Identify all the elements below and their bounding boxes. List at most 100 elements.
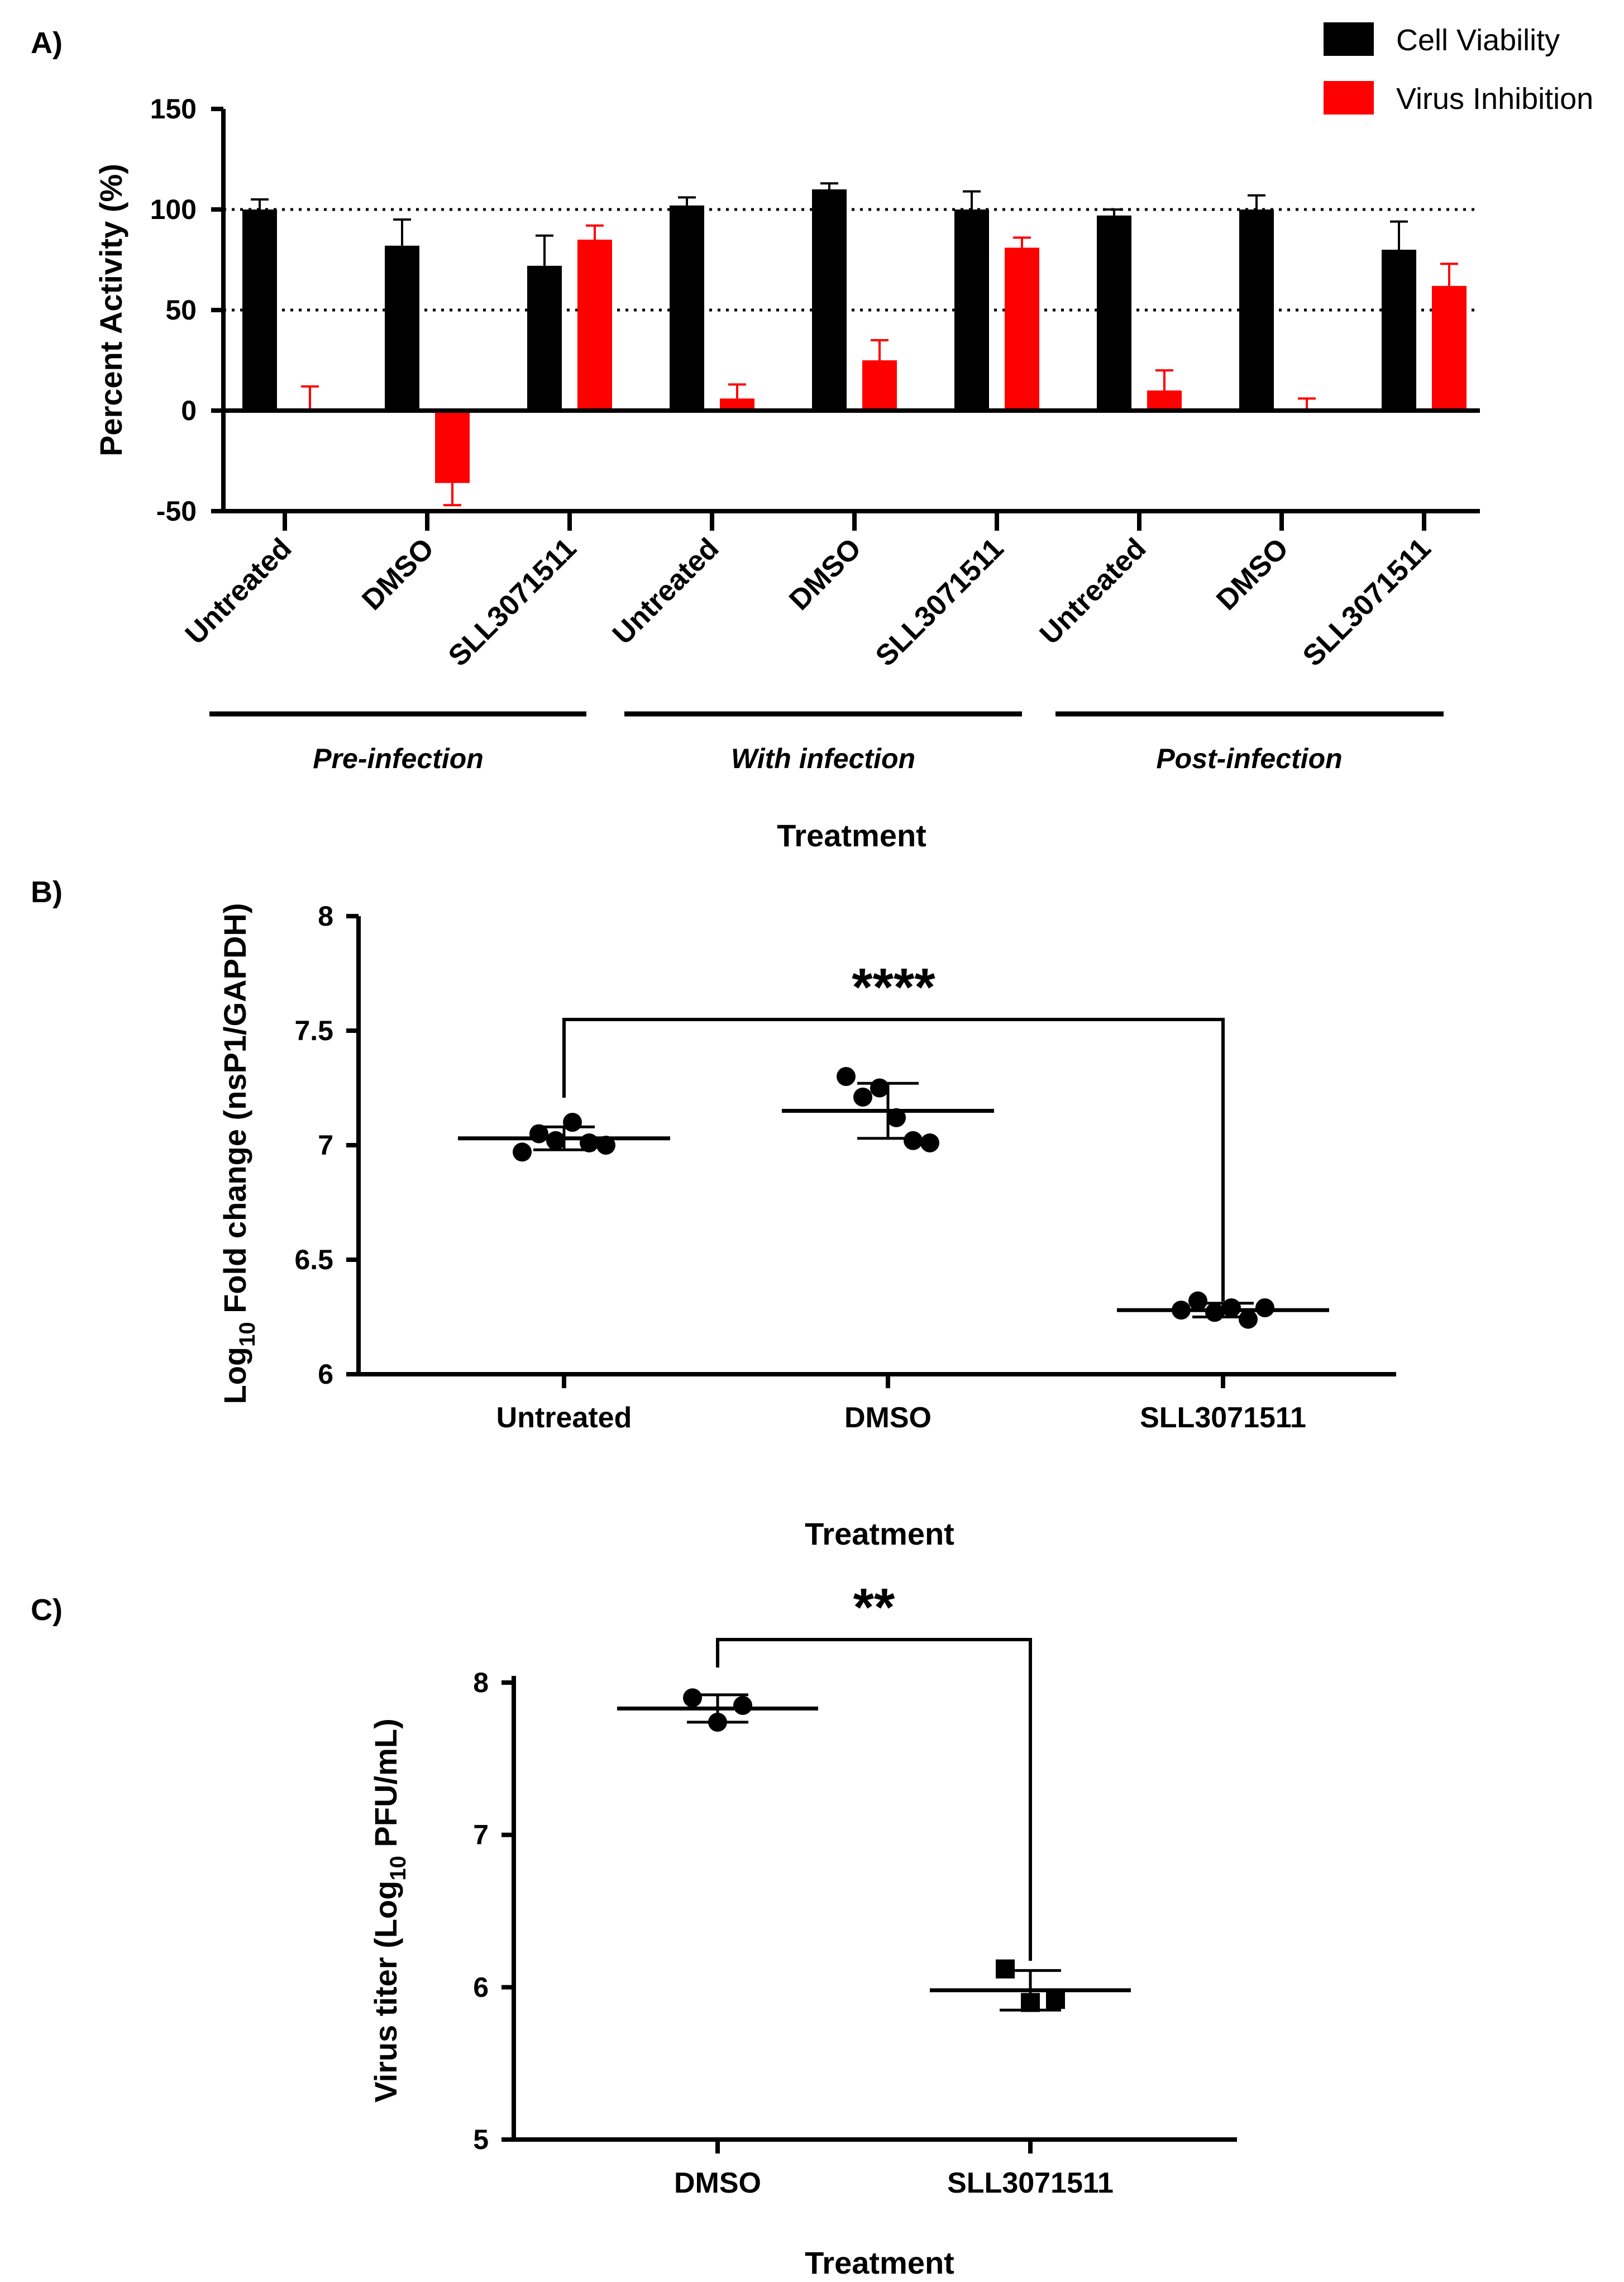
panel-c-label: C): [31, 1593, 63, 1627]
y-axis-title: Percent Activity (%): [93, 164, 128, 456]
y-tick-label: 0: [181, 395, 197, 426]
cell-viability-bar-6: [954, 209, 989, 411]
data-point-sll3071511: [1172, 1300, 1191, 1320]
x-ticks: Untreated DMSO SLL3071511 Untreated DMSO SLL3…: [179, 511, 1437, 673]
data-point-untreated: [580, 1133, 599, 1152]
significance-line: [562, 1018, 1225, 1302]
data-point-sll3071511: [996, 1959, 1015, 1979]
x-tick-label-untreated: Untreated: [496, 1402, 632, 1434]
group-label-with-infection: With infection: [731, 743, 915, 774]
y-tick-label: 6: [473, 1971, 489, 2003]
data-point-sll3071511: [1021, 1993, 1040, 2012]
data-point-sll3071511: [1188, 1291, 1207, 1311]
data-point-dmso: [853, 1087, 872, 1107]
data-point-dmso: [920, 1133, 939, 1152]
x-axis-title: Treatment: [805, 2245, 954, 2280]
data-point-untreated: [529, 1124, 548, 1144]
x-axis-title: Treatment: [805, 1516, 954, 1551]
y-tick-label: 7.5: [294, 1015, 333, 1046]
data-point-sll3071511: [1205, 1303, 1224, 1322]
legend-cell-viability: Cell Viability: [1396, 23, 1560, 57]
y-tick-label: 100: [150, 194, 197, 225]
y-tick-label: 6.5: [294, 1244, 333, 1275]
y-axis-title-prefix: Virus titer (Log: [368, 1881, 403, 2103]
cell-viability-bar-9: [1382, 250, 1416, 411]
y-axis-title-suffix: Fold change (nsP1/GAPDH): [217, 903, 252, 1322]
y-axis-title-subscript: 10: [386, 1856, 410, 1881]
y-axis-title-suffix: PFU/mL): [368, 1718, 403, 1856]
y-axis-title-prefix: Log: [217, 1347, 252, 1404]
data-point-untreated: [563, 1113, 582, 1132]
virus-inhibition-bar-5: [862, 360, 897, 411]
virus-inhibition-bar-9: [1432, 285, 1467, 411]
significance-stars: ****: [852, 957, 935, 1017]
x-ticks: DMSO SLL3071511: [674, 2140, 1114, 2199]
legend-virus-inhibition: Virus Inhibition: [1396, 82, 1593, 116]
significance-bracket: ****: [562, 957, 1225, 1302]
x-tick-label-sll3071511: SLL3071511: [870, 532, 1010, 673]
significance-bracket: **: [716, 1578, 1032, 1961]
cell-viability-bar-3: [527, 265, 562, 411]
virus-inhibition-bar-6: [1005, 247, 1039, 411]
legend-swatch-virus-inhibition: [1324, 81, 1374, 115]
x-axis-title: Treatment: [777, 818, 926, 853]
cell-viability-bar-7: [1097, 215, 1131, 411]
y-tick-label: -50: [156, 496, 197, 527]
data-point-dmso: [870, 1078, 889, 1098]
data-point-untreated: [546, 1131, 565, 1150]
cell-viability-bar-4: [670, 205, 704, 411]
virus-inhibition-bar-4: [720, 398, 754, 411]
data-point-dmso: [683, 1688, 702, 1708]
data-point-dmso: [708, 1712, 727, 1732]
virus-inhibition-bar-7: [1147, 390, 1182, 411]
scatter-series: [617, 1688, 1131, 2012]
y-tick-label: 8: [318, 901, 333, 932]
data-point-dmso: [733, 1695, 752, 1715]
significance-line: [716, 1638, 1032, 1961]
y-tick-label: 7: [318, 1130, 333, 1161]
y-tick-label: 50: [165, 294, 197, 326]
panel-c: C) 5 6 7 8 DMSO SLL3071511 ** Treatment Viru…: [31, 1578, 1237, 2280]
y-tick-label: 7: [473, 1819, 489, 1851]
y-tick-label: 8: [473, 1667, 489, 1698]
data-point-dmso: [904, 1131, 923, 1150]
x-tick-label-dmso: DMSO: [1210, 532, 1295, 616]
panel-a: A) Cell Viability Virus Inhibition -50 0 5…: [31, 22, 1593, 853]
y-ticks: 6 6.5 7 7.5 8: [294, 901, 359, 1390]
x-tick-label-dmso: DMSO: [356, 532, 440, 616]
data-point-untreated: [596, 1136, 615, 1155]
virus-inhibition-bar-2: [435, 411, 470, 483]
y-axis-title: Log10 Fold change (nsP1/GAPDH): [217, 903, 260, 1404]
panel-b-label: B): [31, 875, 63, 909]
x-tick-label-dmso: DMSO: [674, 2167, 761, 2199]
y-tick-label: 5: [473, 2124, 489, 2155]
y-ticks: 5 6 7 8: [473, 1667, 514, 2155]
y-axis-title-subscript: 10: [235, 1322, 260, 1347]
x-ticks: Untreated DMSO SLL3071511: [496, 1374, 1306, 1434]
group-label-post-infection: Post-infection: [1156, 743, 1342, 774]
bar-series: [242, 182, 1467, 507]
data-point-dmso: [887, 1108, 906, 1127]
x-tick-label-dmso: DMSO: [844, 1402, 932, 1434]
data-point-sll3071511: [1255, 1298, 1274, 1318]
y-tick-label: 6: [318, 1359, 333, 1390]
scatter-series: [458, 1067, 1329, 1329]
panel-b: B) 6 6.5 7 7.5 8 Untreated DMSO SLL3071511 ***…: [31, 875, 1396, 1551]
data-point-sll3071511: [1239, 1309, 1258, 1329]
data-point-untreated: [513, 1142, 532, 1162]
x-tick-label-dmso: DMSO: [783, 532, 867, 616]
cell-viability-bar-1: [242, 209, 277, 411]
data-point-dmso: [837, 1067, 856, 1086]
cell-viability-bar-2: [385, 245, 419, 411]
y-tick-label: 150: [150, 93, 197, 125]
cell-viability-bar-8: [1239, 209, 1274, 411]
data-point-sll3071511: [1046, 1990, 1065, 2009]
significance-stars: **: [853, 1578, 895, 1637]
x-tick-label-sll3071511: SLL3071511: [1140, 1402, 1306, 1434]
x-tick-label-untreated: Untreated: [179, 532, 298, 651]
x-tick-label-sll3071511: SLL3071511: [1297, 532, 1437, 673]
legend-swatch-cell-viability: [1324, 22, 1374, 56]
panel-a-label: A): [31, 26, 63, 60]
group-label-pre-infection: Pre-infection: [313, 743, 484, 774]
